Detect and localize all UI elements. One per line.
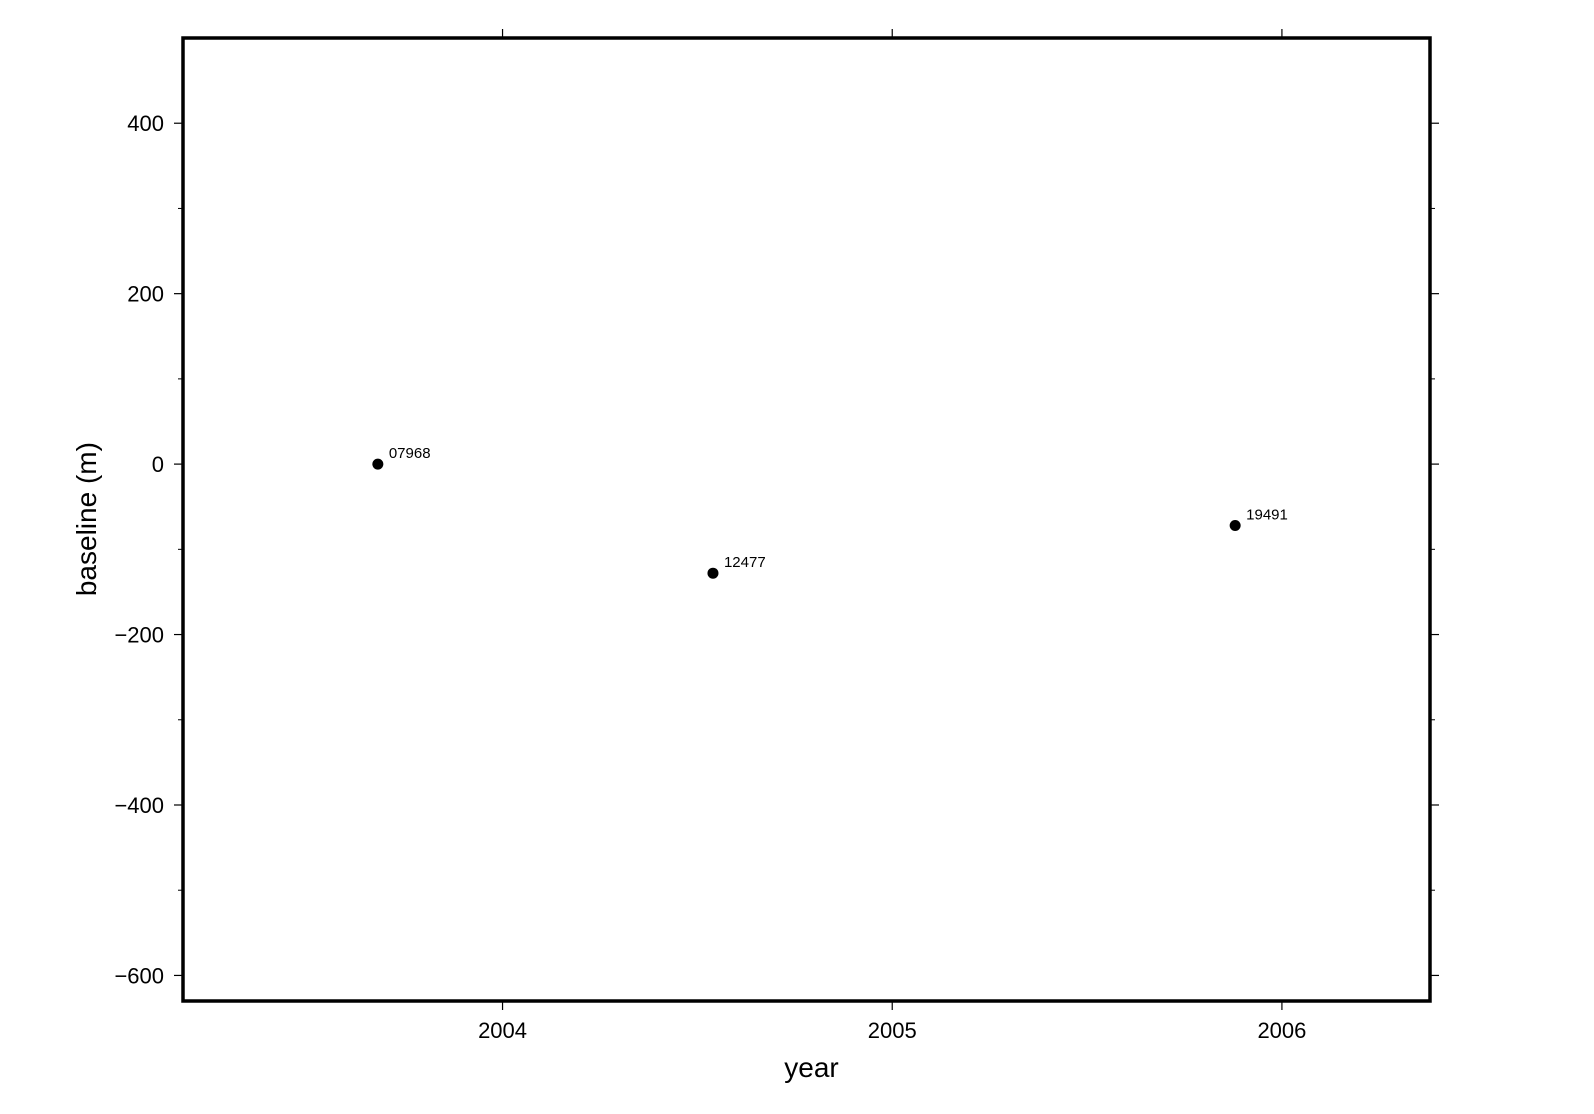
y-tick-label: 0 (152, 452, 164, 477)
x-tick-label: 2005 (868, 1018, 917, 1043)
y-tick-label: −400 (114, 793, 164, 818)
x-tick-label: 2006 (1257, 1018, 1306, 1043)
data-point-label: 12477 (724, 554, 766, 571)
y-tick-label: −200 (114, 623, 164, 648)
x-axis-title: year (784, 1052, 838, 1083)
data-point-label: 19491 (1246, 506, 1288, 523)
y-tick-label: 200 (127, 282, 164, 307)
data-point (707, 567, 719, 579)
data-points: 07968 12477 19491 (372, 445, 1288, 579)
x-tick-label: 2004 (478, 1018, 527, 1043)
y-axis-title: baseline (m) (71, 442, 102, 596)
axis-tick-labels: 2004 2005 2006 400 200 0 −200 −400 −600 (114, 111, 1306, 1043)
y-tick-label: 400 (127, 111, 164, 136)
data-point-label: 07968 (389, 445, 431, 462)
y-tick-label: −600 (114, 963, 164, 988)
data-point (372, 458, 384, 470)
plot-frame (181, 36, 1432, 1003)
data-point (1229, 519, 1241, 531)
